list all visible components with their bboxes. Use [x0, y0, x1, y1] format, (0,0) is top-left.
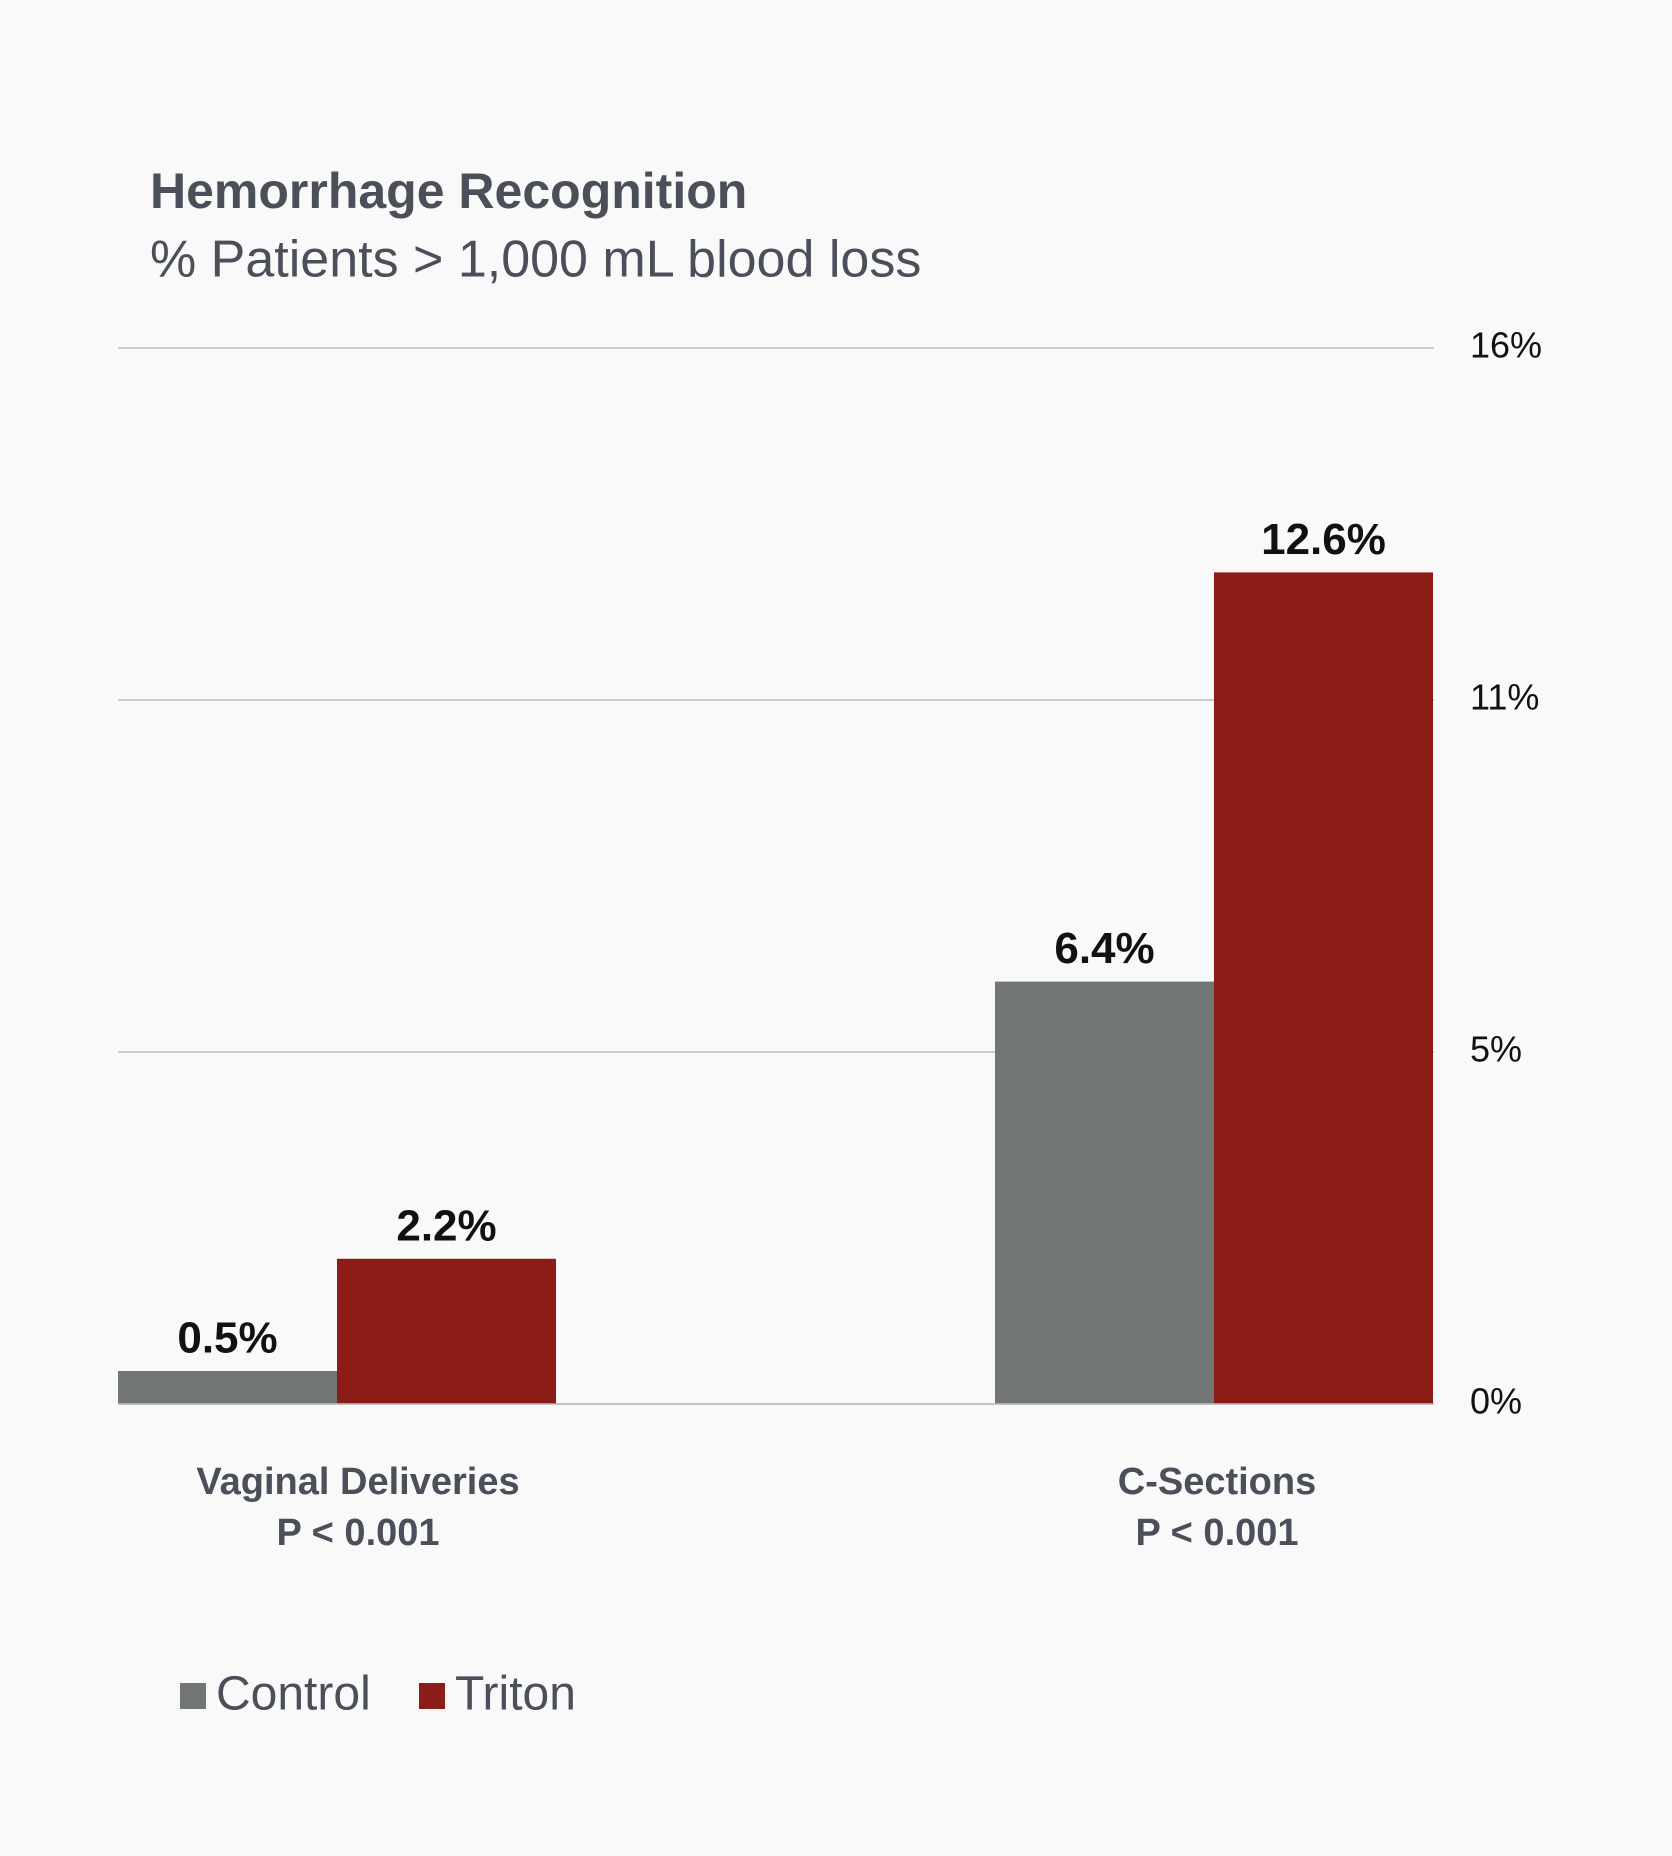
chart-title: Hemorrhage Recognition: [150, 163, 747, 219]
x-tick-sublabel: P < 0.001: [1135, 1512, 1298, 1554]
value-label: 12.6%: [1261, 515, 1386, 564]
y-tick-label: 5%: [1470, 1029, 1522, 1070]
bar: [995, 981, 1214, 1404]
chart-subtitle: % Patients > 1,000 mL blood loss: [150, 231, 921, 289]
bar: [118, 1371, 337, 1404]
y-tick-label: 11%: [1470, 676, 1539, 717]
legend-swatch: [419, 1683, 445, 1709]
value-label: 2.2%: [396, 1201, 496, 1250]
legend-label: Triton: [455, 1668, 576, 1721]
x-tick-label: Vaginal Deliveries: [196, 1461, 519, 1503]
legend-label: Control: [216, 1668, 371, 1721]
y-tick-label: 16%: [1470, 325, 1542, 366]
value-label: 6.4%: [1054, 924, 1154, 973]
bar: [1214, 572, 1433, 1404]
x-tick-sublabel: P < 0.001: [276, 1512, 439, 1554]
y-tick-label: 0%: [1470, 1381, 1522, 1422]
value-label: 0.5%: [177, 1314, 277, 1363]
bar: [337, 1258, 556, 1404]
legend-swatch: [180, 1683, 206, 1709]
x-tick-label: C-Sections: [1118, 1461, 1316, 1503]
